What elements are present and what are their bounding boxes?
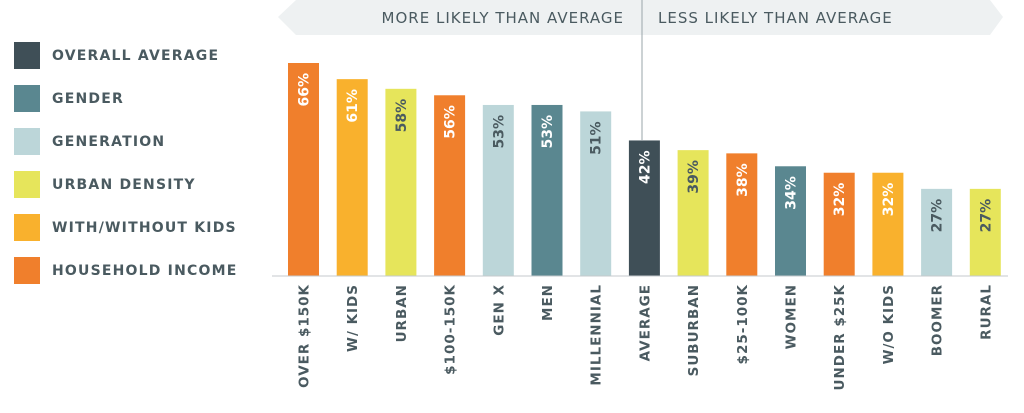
legend-swatch (14, 214, 40, 241)
bar-value-label: 32% (881, 183, 897, 217)
legend: OVERALL AVERAGE GENDER GENERATION URBAN DEN… (14, 34, 237, 292)
category-label: BOOMER (930, 284, 946, 356)
bars: 66% 61% 58% 56% 53% 53% 51% 42% 39% 38% 34% 32% 32% 2… (288, 63, 1001, 277)
legend-swatch (14, 85, 40, 112)
legend-label: GENDER (52, 90, 124, 107)
legend-item: GENDER (14, 77, 237, 120)
bar-value-label: 58% (394, 99, 410, 133)
legend-item: OVERALL AVERAGE (14, 34, 237, 77)
likelihood-banner: MORE LIKELY THAN AVERAGE LESS LIKELY THA… (278, 0, 1003, 35)
category-label: SUBURBAN (686, 284, 702, 376)
bar (823, 172, 855, 276)
bar (677, 150, 709, 276)
category-label: RURAL (978, 284, 994, 340)
legend-label: WITH/WITHOUT KIDS (52, 219, 237, 236)
bar (726, 153, 758, 276)
bar-value-label: 66% (297, 73, 313, 107)
legend-swatch (14, 128, 40, 155)
bar (288, 63, 319, 276)
bar-value-label: 38% (735, 163, 751, 197)
bar (872, 172, 904, 276)
legend-item: HOUSEHOLD INCOME (14, 249, 237, 292)
category-label: W/ KIDS (345, 284, 361, 352)
category-labels: OVER $150K W/ KIDS URBAN $100-150K GEN X MEN M… (297, 284, 995, 390)
category-label: $25-100K (735, 284, 751, 364)
legend-label: GENERATION (52, 133, 166, 150)
bar-value-label: 27% (930, 199, 946, 233)
legend-label: URBAN DENSITY (52, 176, 196, 193)
bar-value-label: 32% (832, 183, 848, 217)
category-label: MILLENNIAL (589, 284, 605, 386)
bar (628, 140, 660, 276)
banner-right-label: LESS LIKELY THAN AVERAGE (658, 9, 893, 27)
banner-left-label: MORE LIKELY THAN AVERAGE (382, 9, 624, 27)
legend-swatch (14, 42, 40, 69)
bar-value-label: 53% (540, 115, 556, 149)
bar-value-label: 39% (686, 160, 702, 194)
legend-item: URBAN DENSITY (14, 163, 237, 206)
bar (434, 95, 466, 276)
bar (580, 111, 612, 276)
legend-swatch (14, 257, 40, 284)
category-label: UNDER $25K (832, 284, 848, 390)
legend-label: OVERALL AVERAGE (52, 47, 220, 64)
category-label: $100-150K (443, 284, 459, 375)
bar-value-label: 27% (978, 199, 994, 233)
category-label: GEN X (491, 284, 507, 336)
banner-background (278, 0, 1003, 35)
category-label: URBAN (394, 284, 410, 342)
bar (775, 166, 806, 276)
bar-value-label: 53% (491, 115, 507, 149)
bar-value-label: 42% (637, 150, 653, 184)
category-label: OVER $150K (297, 284, 313, 388)
bar (969, 188, 1001, 276)
legend-item: GENERATION (14, 120, 237, 163)
bar-value-label: 61% (345, 89, 361, 123)
bar-value-label: 51% (589, 121, 605, 155)
category-label: MEN (540, 284, 556, 321)
bar (921, 188, 953, 276)
legend-label: HOUSEHOLD INCOME (52, 262, 238, 279)
bar (531, 104, 563, 276)
legend-item: WITH/WITHOUT KIDS (14, 206, 237, 249)
category-label: AVERAGE (637, 284, 653, 361)
bar-value-label: 56% (443, 105, 459, 139)
bar-value-label: 34% (784, 176, 800, 210)
bar (482, 104, 514, 276)
category-label: WOMEN (784, 284, 800, 349)
bar (336, 79, 368, 277)
legend-swatch (14, 171, 40, 198)
category-label: W/O KIDS (881, 284, 897, 364)
bar (385, 88, 417, 277)
